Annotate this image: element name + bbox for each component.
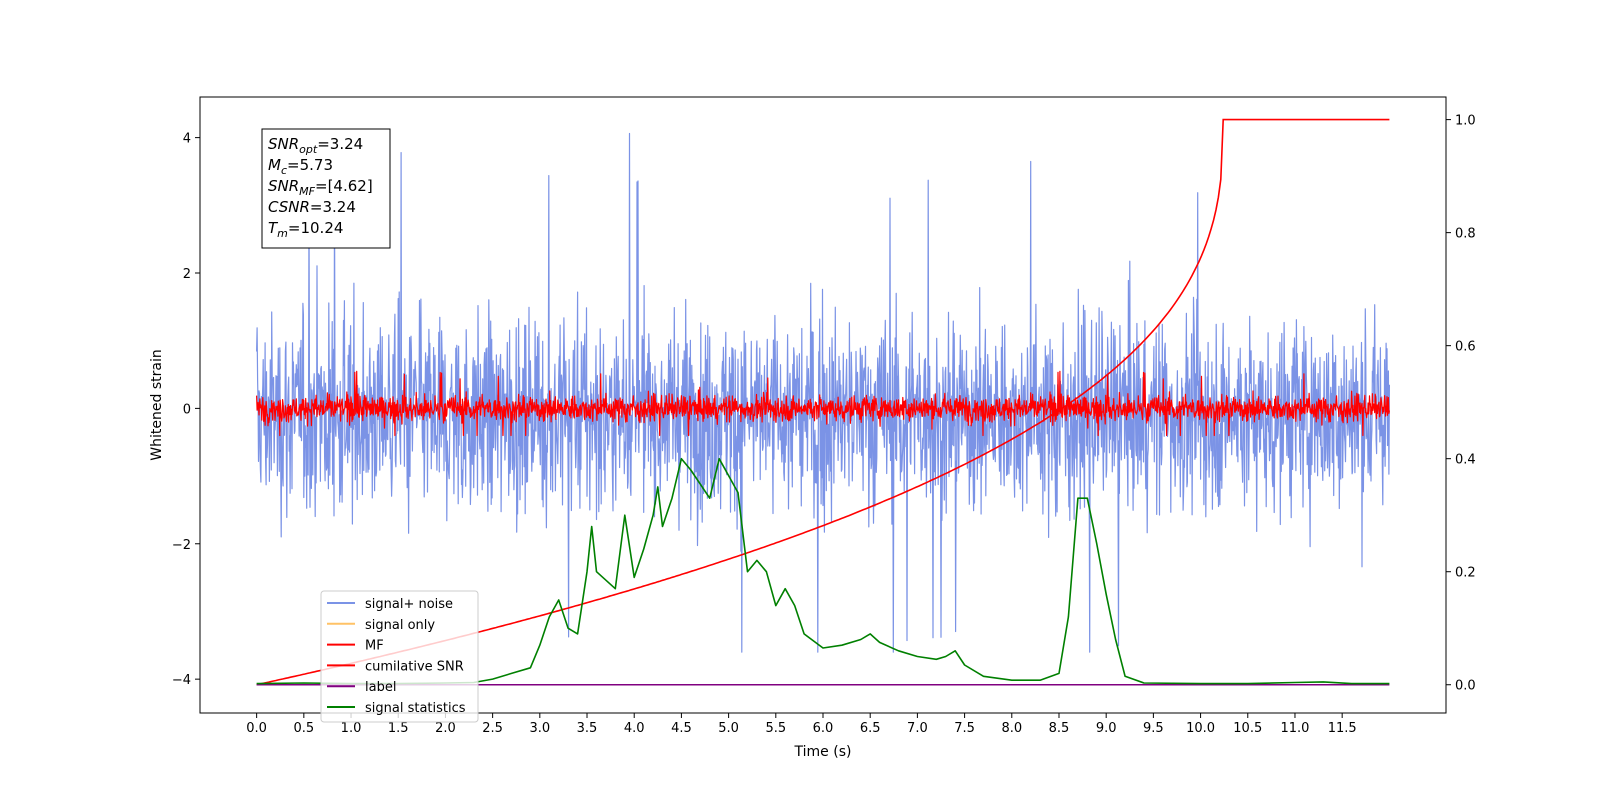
y-tick-label-right: 1.0 [1455, 114, 1476, 129]
y-tick-label-right: 0.2 [1455, 566, 1476, 581]
annotation-line: SNRMF=[4.62] [268, 177, 373, 198]
legend-label: label [365, 680, 396, 695]
y-axis-label-left: Whitened strain [149, 349, 165, 460]
x-tick-label: 1.5 [388, 721, 409, 736]
annotation-line: CSNR=3.24 [268, 198, 356, 216]
legend-label: signal statistics [365, 701, 466, 716]
x-tick-label: 7.0 [907, 721, 928, 736]
y-tick-label-left: 4 [183, 132, 191, 147]
y-tick-label-right: 0.6 [1455, 340, 1476, 355]
x-tick-label: 5.5 [765, 721, 786, 736]
series-line [256, 457, 1390, 685]
x-tick-label: 5.0 [718, 721, 739, 736]
annotation-frame [261, 128, 391, 249]
x-tick-label: 0.5 [293, 721, 314, 736]
annotation-line: Tm=10.24 [268, 219, 343, 240]
x-tick-label: 3.0 [529, 721, 550, 736]
x-tick-label: 10.5 [1233, 721, 1262, 736]
y-tick-label-right: 0.0 [1455, 679, 1476, 694]
x-tick-label: 7.5 [954, 721, 975, 736]
x-tick-label: 3.5 [577, 721, 598, 736]
x-tick-label: 8.5 [1049, 721, 1070, 736]
annotation-line: Mc=5.73 [268, 156, 333, 177]
y-tick-label-left: −2 [172, 538, 191, 553]
legend-label: signal+ noise [365, 597, 453, 612]
y-tick-label-left: 2 [183, 267, 191, 282]
x-tick-label: 8.0 [1001, 721, 1022, 736]
y-axis-left: −4 −2 0 2 4 [172, 132, 200, 688]
y-tick-label-left: −4 [172, 673, 191, 688]
x-tick-label: 1.0 [341, 721, 362, 736]
y-axis-right: 0.0 0.2 0.4 0.6 0.8 1.0 [1446, 114, 1476, 694]
x-axis-label: Time (s) [794, 744, 852, 760]
x-tick-label: 10.0 [1186, 721, 1215, 736]
legend-label: signal only [365, 618, 435, 633]
x-tick-label: 11.0 [1280, 721, 1309, 736]
x-tick-label: 9.5 [1143, 721, 1164, 736]
legend-frame [320, 590, 479, 723]
y-tick-label-left: 0 [183, 402, 191, 417]
y-tick-label-right: 0.4 [1455, 453, 1476, 468]
legend-label: cumilative SNR [365, 659, 464, 674]
x-tick-label: 4.0 [624, 721, 645, 736]
x-tick-label: 11.5 [1328, 721, 1357, 736]
annotation-line: SNRopt=3.24 [268, 135, 363, 156]
x-tick-label: 2.5 [482, 721, 503, 736]
legend-label: MF [365, 639, 384, 654]
x-tick-label: 0.0 [246, 721, 267, 736]
x-tick-label: 9.0 [1096, 721, 1117, 736]
y-tick-label-right: 0.8 [1455, 227, 1476, 242]
x-tick-label: 2.0 [435, 721, 456, 736]
series-line [256, 370, 1390, 437]
x-tick-label: 4.5 [671, 721, 692, 736]
x-axis: 0.0 0.5 1.0 1.5 2.0 2.5 3.0 3.5 4.0 4.5 5.0 5.5 6.0 6… [246, 713, 1357, 736]
x-tick-label: 6.0 [813, 721, 834, 736]
x-tick-label: 6.5 [860, 721, 881, 736]
legend: signal+ noise signal only MF cumilative SNR… [320, 590, 479, 723]
